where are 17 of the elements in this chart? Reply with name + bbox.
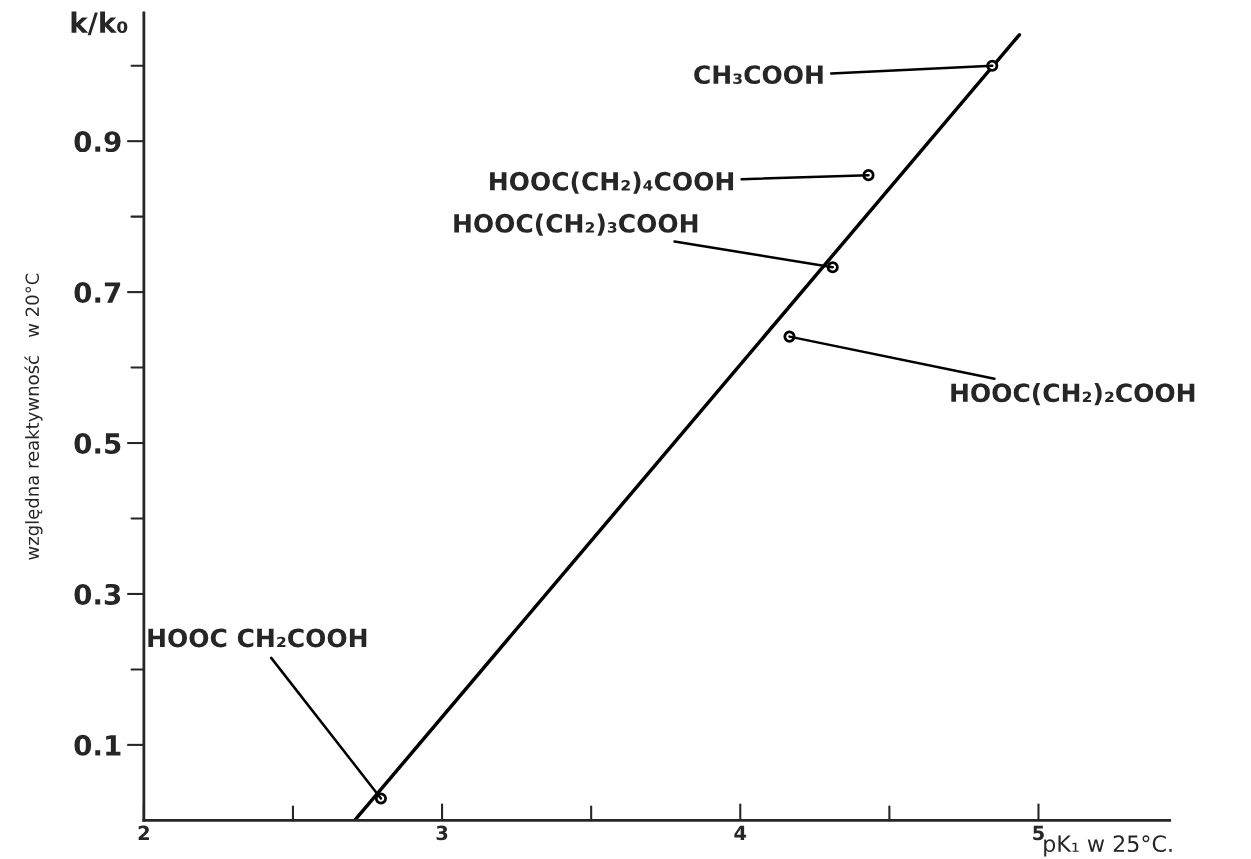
y-tick-label: 0.7 — [74, 282, 121, 304]
annotation: HOOC(CH₂)₂COOH — [951, 382, 1195, 406]
annotation: HOOC(CH₂)₃COOH — [454, 213, 698, 236]
annotation: HOOC(CH₂)₄COOH — [490, 171, 734, 194]
y-tick-label: 0.5 — [74, 432, 121, 454]
x-tick-label: 4 — [734, 825, 747, 840]
text: k/k₀ — [71, 11, 128, 36]
y-tick-label: 0.9 — [74, 131, 121, 153]
x-axis-title: pK₁ w 25°C. — [1044, 835, 1172, 857]
x-tick-label: 5 — [1033, 825, 1044, 841]
y-tick-label: 0.3 — [74, 583, 121, 605]
x-tick-label: 3 — [436, 825, 448, 841]
x-tick-label: 2 — [138, 825, 149, 840]
annotation: HOOC CH₂COOH — [148, 628, 367, 648]
y-axis-title: względna reaktywność w 20°C — [24, 273, 43, 560]
y-tick-label: 0.1 — [74, 734, 121, 756]
annotation: CH₃COOH — [694, 65, 823, 85]
